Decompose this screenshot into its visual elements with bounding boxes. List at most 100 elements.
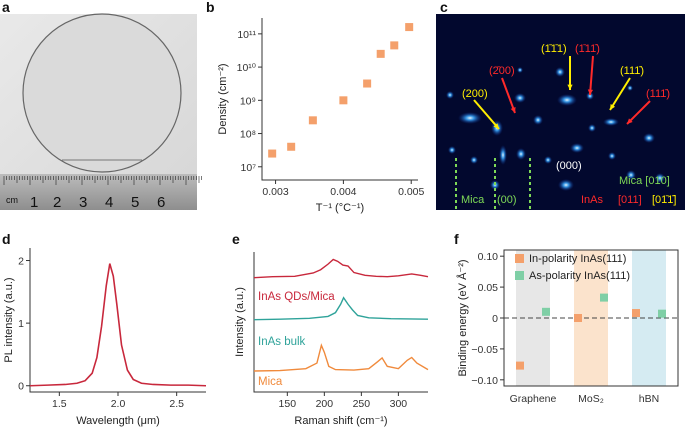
raman-curve: [253, 296, 429, 321]
diffraction-label: (111̄): [646, 88, 670, 100]
data-point: [600, 293, 608, 302]
diffraction-spot: [458, 112, 482, 124]
diffraction-spot: [446, 91, 454, 99]
diffraction-label: (200): [462, 88, 488, 100]
chart-f: Graphene MoS₂ hBN −0.10 −0.05 0 0.05 0.10 In-pol…: [456, 249, 679, 405]
legend-swatch: [515, 254, 524, 263]
y-tick-label: 0: [492, 313, 498, 325]
diffraction-label: Mica [010]: [619, 175, 670, 187]
diffraction-label: Mica: [461, 194, 485, 206]
data-point: [632, 309, 640, 318]
ruler-number: 1: [30, 194, 38, 211]
arrow-shaft: [609, 77, 631, 111]
data-point: [268, 149, 277, 158]
x-tick-label: 0.004: [330, 186, 356, 198]
diffraction-spot: [514, 93, 526, 103]
ruler-unit: cm: [6, 195, 18, 205]
y-tick-label: 10⁹: [240, 95, 256, 107]
panel-c: (200)(2̄00) (1̄1̄1) (1̄11̄) (111̄)(111̄) (00…: [436, 0, 685, 210]
x-axis-label: T⁻¹ (°C⁻¹): [316, 202, 364, 214]
diffraction-spot: [533, 115, 543, 125]
arrow-shaft: [589, 55, 594, 96]
panel-a: cm 1 2 3 4 5 6 a: [0, 0, 202, 211]
diffraction-label: (2̄00): [489, 65, 515, 77]
diffraction-spot: [516, 148, 526, 160]
diffraction-spot: [570, 143, 584, 153]
data-point: [308, 116, 317, 125]
y-tick-label: 10¹⁰: [237, 62, 257, 74]
wafer-disc: [22, 13, 182, 173]
data-point: [542, 307, 550, 316]
x-tick-label: 1.5: [52, 398, 67, 410]
diffraction-label: InAs: [581, 194, 604, 206]
x-tick-label: 250: [353, 398, 371, 410]
ruler-number: 6: [157, 194, 165, 211]
y-tick-label: 2: [18, 256, 24, 268]
diffraction-spot: [558, 179, 574, 191]
diffraction-image: [436, 14, 685, 210]
y-tick-label: 0: [18, 381, 24, 393]
y-tick-label: 10⁷: [241, 162, 257, 174]
arrow-head: [627, 118, 633, 124]
arrow-head: [493, 123, 499, 129]
diffraction-spot: [643, 133, 655, 143]
diffraction-label: (111̄): [620, 65, 644, 77]
y-axis-label: PL intensity (a.u.): [3, 277, 15, 362]
pl-curve: [29, 263, 207, 387]
diffraction-label: [01̄1̄]: [652, 194, 676, 206]
ruler-ticks: [3, 176, 202, 185]
x-category-label: hBN: [639, 393, 659, 405]
data-point: [516, 361, 524, 370]
data-point: [405, 23, 414, 32]
y-axis-label: Intensity (a.u.): [234, 287, 246, 357]
ruler-number: 4: [105, 194, 113, 211]
ruler-numbers: 1 2 3 4 5 6: [30, 194, 165, 211]
diffraction-spot: [626, 170, 636, 180]
raman-curve: [253, 258, 429, 279]
diffraction-spot: [603, 118, 619, 126]
arrow-head: [510, 107, 516, 113]
arrow-shaft: [501, 77, 516, 114]
chart-b: 0.003 0.004 0.005 10⁷ 10⁸ 10⁹ 10¹⁰ 10¹¹ T⁻¹ (°C⁻…: [217, 18, 425, 214]
diffraction-label: [011]: [618, 194, 642, 206]
series-label: Mica: [258, 376, 283, 388]
series-label: InAs bulk: [258, 336, 306, 348]
x-tick-label: 2.0: [111, 398, 126, 410]
y-tick-label: 10¹¹: [237, 29, 256, 41]
x-axis-label: Raman shift (cm⁻¹): [294, 415, 387, 427]
data-point: [363, 79, 372, 88]
data-point: [574, 314, 582, 322]
panel-label-b: b: [206, 0, 215, 15]
arrow-head: [610, 104, 616, 110]
x-tick-label: 150: [279, 398, 297, 410]
x-category-label: Graphene: [510, 393, 557, 405]
raman-curve: [253, 343, 429, 372]
legend-label: In-polarity InAs(111): [529, 253, 626, 265]
diffraction-label: (1̄11̄): [575, 43, 600, 55]
diffraction-spot: [557, 94, 577, 106]
legend-swatch: [515, 271, 524, 280]
x-tick-label: 0.005: [398, 186, 424, 198]
y-tick-label: −0.05: [471, 344, 498, 356]
diffraction-spot: [555, 67, 565, 77]
arrow-shaft: [473, 99, 500, 130]
y-tick-label: 0.05: [478, 282, 499, 294]
panel-label-f: f: [454, 231, 459, 247]
x-tick-label: 200: [316, 398, 334, 410]
panel-label-c: c: [440, 0, 448, 15]
axis-line: [29, 248, 206, 393]
diffraction-spot: [470, 156, 478, 164]
diffraction-spot: [588, 124, 596, 132]
diffraction-label: (00): [497, 194, 517, 206]
y-tick-label: 0.10: [478, 251, 499, 263]
diffraction-label: (1̄1̄1): [541, 43, 567, 55]
y-tick-label: −0.10: [471, 375, 498, 387]
diffraction-label: (000): [556, 160, 582, 172]
panel-d: d 1.5 2.0 2.5 0 1 2 Wavelength (μm) PL intensit…: [2, 231, 207, 427]
y-tick-label: 10⁸: [240, 129, 256, 141]
arrow-head: [567, 84, 573, 90]
panel-label-e: e: [232, 231, 240, 247]
diffraction-spot: [448, 146, 456, 154]
arrow-shaft: [626, 100, 651, 125]
diffraction-spot: [586, 92, 594, 100]
